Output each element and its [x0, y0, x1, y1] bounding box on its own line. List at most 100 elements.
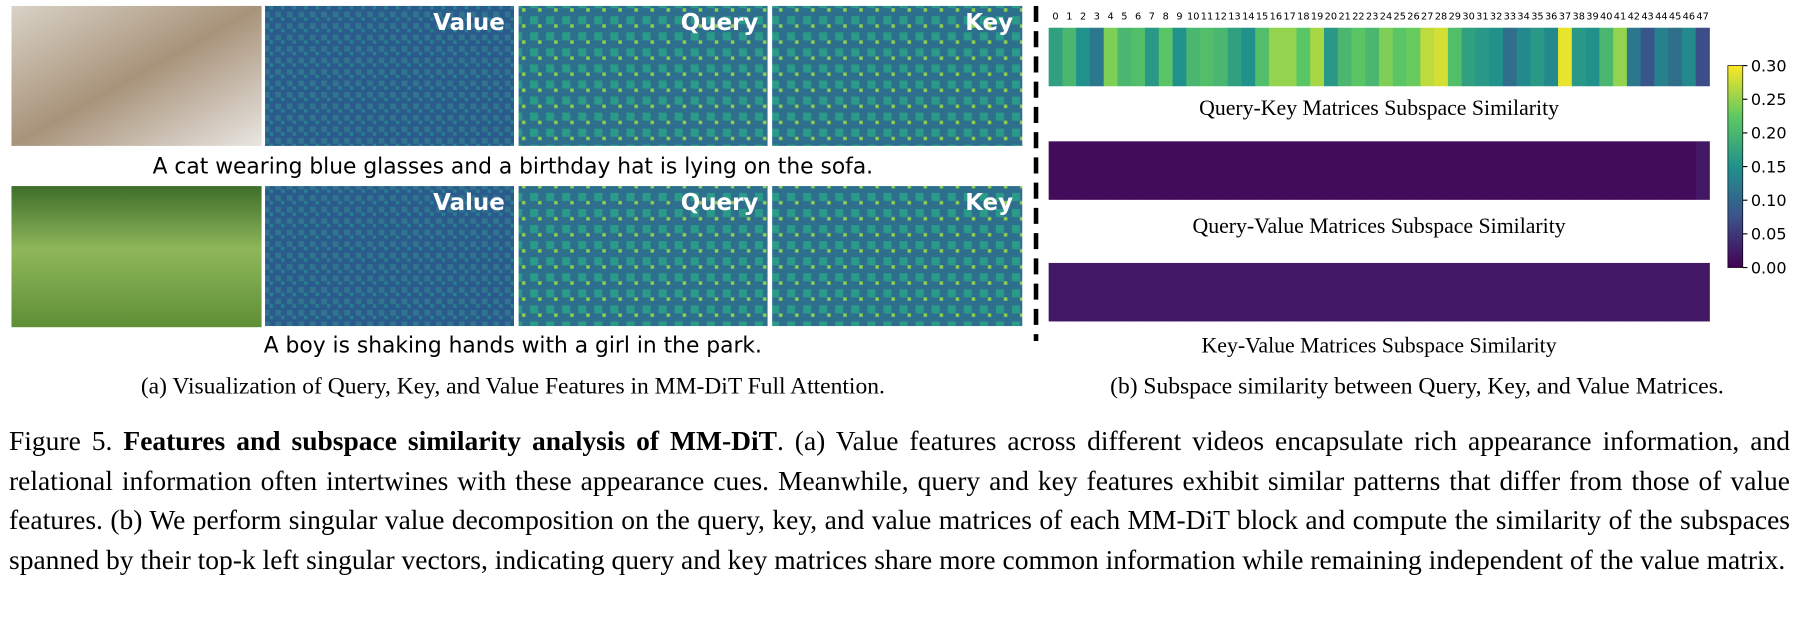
x-tick-label: 33 — [1504, 12, 1516, 23]
heatmap-cell — [1544, 27, 1559, 87]
heatmap-cell — [1571, 27, 1586, 87]
heatmap-cell — [1640, 262, 1655, 322]
heatmap-cell — [1089, 27, 1105, 87]
heatmap-cell — [1324, 262, 1339, 322]
heatmap-title: Query-Value Matrices Subspace Similarity — [1192, 214, 1565, 238]
feature-map — [518, 5, 768, 146]
heatmap-cell — [1296, 141, 1311, 200]
heatmap-cell — [1172, 141, 1187, 200]
heatmap-cell — [1241, 27, 1256, 87]
heatmap-title: Key-Value Matrices Subspace Similarity — [1202, 333, 1557, 357]
heatmap-cell — [1131, 262, 1146, 322]
heatmap-cell — [1200, 141, 1215, 200]
heatmap-cell — [1434, 141, 1449, 200]
heatmap-cell — [1681, 141, 1697, 200]
feature-label: Query — [681, 10, 759, 36]
heatmap-cell — [1200, 27, 1215, 87]
heatmap-cell — [1599, 141, 1614, 200]
heatmap-cell — [1324, 27, 1339, 87]
x-tick-label: 16 — [1270, 12, 1282, 23]
heatmap-cell — [1158, 262, 1173, 322]
heatmap-cell — [1475, 262, 1490, 322]
x-tick-label: 2 — [1080, 12, 1086, 23]
heatmap-cell — [1145, 27, 1160, 87]
heatmap-cell — [1530, 27, 1545, 87]
x-tick-label: 32 — [1490, 12, 1502, 23]
heatmap-cell — [1489, 262, 1504, 322]
x-tick-label: 3 — [1094, 12, 1100, 23]
heatmap-cell — [1282, 262, 1297, 322]
heatmap-cell — [1502, 141, 1518, 200]
x-tick-label: 29 — [1449, 12, 1461, 23]
heatmap-cell — [1640, 141, 1655, 200]
colorbar-tick-label: 0.00 — [1751, 258, 1787, 277]
heatmap-cell — [1668, 141, 1683, 200]
heatmap-cell — [1475, 141, 1490, 200]
figure: Value Query Key A cat wearing blue glasses … — [11, 5, 1787, 400]
feature-label: Value — [433, 190, 505, 216]
heatmap-cell — [1310, 141, 1325, 200]
heatmap-cell — [1337, 262, 1352, 322]
x-tick-label: 39 — [1586, 12, 1598, 23]
x-tick-label: 17 — [1283, 12, 1295, 23]
heatmap-cell — [1227, 262, 1242, 322]
x-tick-label: 21 — [1338, 12, 1350, 23]
x-tick-label: 46 — [1683, 12, 1695, 23]
heatmap-cell — [1406, 27, 1421, 87]
colorbar-tick-label: 0.30 — [1751, 56, 1787, 75]
x-tick-label: 28 — [1435, 12, 1447, 23]
heatmap-cell — [1461, 27, 1476, 87]
heatmap-cell — [1103, 27, 1118, 87]
heatmap-cell — [1213, 27, 1228, 87]
heatmap-cell — [1062, 262, 1077, 322]
heatmap-cell — [1434, 27, 1449, 87]
heatmap-cell — [1117, 262, 1132, 322]
photo — [11, 186, 262, 328]
heatmap-cell — [1365, 27, 1380, 87]
feature-label: Query — [681, 190, 759, 216]
x-tick-label: 14 — [1242, 12, 1254, 23]
heatmap-cell — [1654, 27, 1669, 87]
heatmap-cell — [1186, 27, 1201, 87]
x-tick-label: 11 — [1201, 12, 1213, 23]
colorbar-tick-label: 0.05 — [1751, 225, 1787, 244]
heatmap-cell — [1048, 141, 1063, 200]
heatmap-cell — [1585, 141, 1600, 200]
heatmap-cell — [1447, 141, 1463, 200]
heatmap-cell — [1103, 262, 1118, 322]
x-tick-label: 9 — [1176, 12, 1182, 23]
x-tick-label: 25 — [1394, 12, 1406, 23]
heatmap-cell — [1544, 141, 1559, 200]
heatmap-cell — [1489, 141, 1504, 200]
heatmap-cell — [1420, 27, 1435, 87]
heatmap-cell — [1337, 141, 1352, 200]
heatmap-cell — [1695, 262, 1710, 322]
x-tick-label: 12 — [1215, 12, 1227, 23]
heatmap-cell — [1434, 262, 1449, 322]
feature-label: Key — [965, 10, 1013, 36]
x-tick-label: 37 — [1559, 12, 1571, 23]
x-tick-label: 6 — [1135, 12, 1141, 23]
x-tick-label: 30 — [1462, 12, 1474, 23]
colorbar-tick-label: 0.25 — [1751, 90, 1787, 109]
heatmap-cell — [1544, 262, 1559, 322]
heatmap-cell — [1392, 141, 1407, 200]
heatmap-cell — [1200, 262, 1215, 322]
heatmap-cell — [1186, 141, 1201, 200]
subcaption: (a) Visualization of Query, Key, and Val… — [141, 374, 885, 400]
heatmap-cell — [1213, 141, 1228, 200]
heatmap-cell — [1420, 262, 1435, 322]
x-tick-label: 4 — [1107, 12, 1113, 23]
heatmap-cell — [1255, 141, 1270, 200]
feature-map — [518, 186, 768, 327]
subcaption: (b) Subspace similarity between Query, K… — [1110, 374, 1724, 400]
feature-map — [265, 5, 514, 146]
heatmap-cell — [1599, 27, 1614, 87]
heatmap-cell — [1310, 262, 1325, 322]
heatmap-cell — [1461, 141, 1476, 200]
heatmap-cell — [1337, 27, 1352, 87]
heatmap-cell — [1447, 27, 1463, 87]
heatmap-cell — [1599, 262, 1614, 322]
heatmap-cell — [1048, 27, 1063, 87]
